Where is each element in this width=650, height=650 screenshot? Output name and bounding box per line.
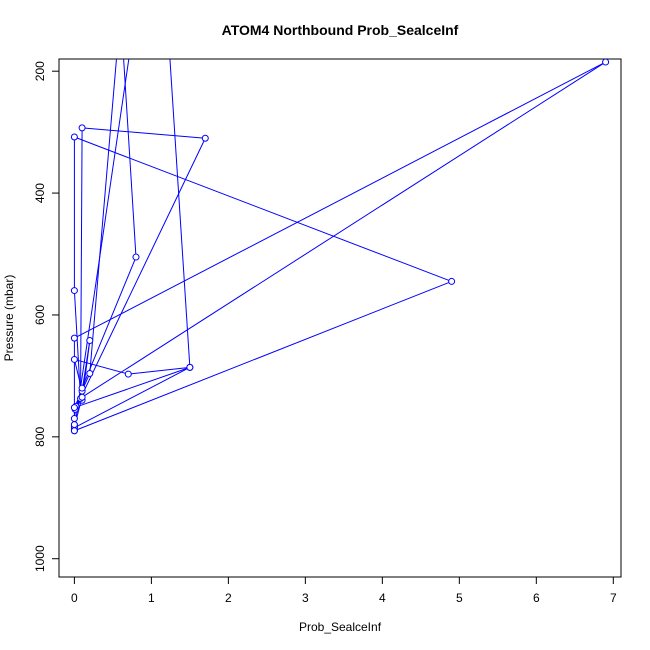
series-0-point-13 (201, 134, 209, 142)
series-0-point-26 (118, 7, 124, 13)
series-0-segment-7 (169, 59, 191, 368)
chart-title: ATOM4 Northbound Prob_SealceInf (222, 22, 459, 38)
series-0-segment-6 (128, 366, 190, 375)
x-tick-label-5: 5 (456, 591, 463, 605)
series-0-point-31 (70, 421, 78, 429)
series-0-segment-24 (73, 59, 130, 430)
x-axis-label: Prob_SealceInf (299, 620, 382, 634)
series-0-point-14 (78, 124, 86, 132)
series-0-point-20 (70, 334, 78, 342)
x-tick-label-0: 0 (71, 591, 78, 605)
series-0-point-22 (78, 393, 86, 401)
series-0-point-8 (164, 7, 170, 13)
series-0-point-6 (124, 370, 132, 378)
series-0-segment-10 (81, 256, 137, 389)
series-0-segment-12 (74, 138, 206, 410)
y-tick-label-4: 1000 (33, 545, 47, 572)
series-0-point-27 (86, 369, 94, 377)
series-0-point-3 (86, 337, 94, 345)
y-tick-label-0: 200 (33, 61, 47, 81)
series-layer (70, 7, 610, 435)
x-tick-label-2: 2 (225, 591, 232, 605)
series-0-segment-26 (89, 59, 117, 374)
series-0-segment-5 (74, 358, 129, 375)
x-tick-label-1: 1 (148, 591, 155, 605)
series-0-segment-13 (82, 127, 206, 139)
series-0-point-10 (132, 253, 140, 261)
series-0-segment-29 (74, 366, 191, 429)
series-0-point-0 (70, 415, 78, 423)
x-tick-label-6: 6 (533, 591, 540, 605)
series-0-segment-3 (81, 340, 91, 392)
series-0-segment-17 (74, 136, 452, 282)
series-0-point-25 (133, 7, 139, 13)
series-0-segment-20 (74, 61, 606, 339)
series-0-segment-9 (123, 59, 137, 258)
x-tick-label-7: 7 (610, 591, 617, 605)
plot-frame (58, 58, 622, 578)
x-tick-label-4: 4 (379, 591, 386, 605)
series-0-point-5 (70, 355, 78, 363)
y-axis-label: Pressure (mbar) (2, 275, 16, 362)
x-tick-label-3: 3 (302, 591, 309, 605)
series-0-point-17 (70, 133, 78, 141)
series-0-point-9 (118, 7, 124, 13)
y-tick-label-1: 400 (33, 183, 47, 203)
series-0-point-32 (70, 427, 78, 435)
series-0-point-11 (78, 384, 86, 392)
series-0-point-29 (186, 363, 194, 371)
series-0-point-28 (70, 404, 78, 412)
series-0-segment-21 (81, 61, 606, 398)
series-0-segment-14 (80, 127, 83, 399)
series-0-segment-28 (74, 366, 191, 409)
x-axis: 0 1 2 3 4 5 6 7 (71, 576, 617, 605)
series-0-segment-18 (74, 280, 452, 432)
series-0-point-18 (448, 277, 456, 285)
y-tick-label-3: 800 (33, 427, 47, 447)
series-0-point-16 (70, 287, 78, 295)
y-axis: 200 400 600 800 1000 (33, 61, 60, 572)
series-0-point-21 (602, 59, 610, 66)
series-0-segment-15 (73, 290, 82, 399)
y-tick-label-2: 600 (33, 305, 47, 325)
